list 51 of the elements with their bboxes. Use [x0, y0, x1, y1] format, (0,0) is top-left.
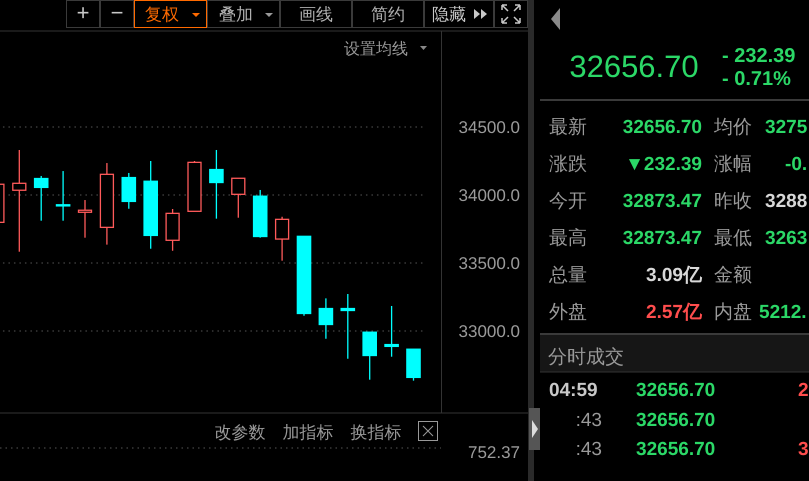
text: 改参数: [214, 423, 266, 442]
text: 2.57亿: [646, 302, 703, 323]
text: +: [76, 0, 90, 25]
text: 换指标: [350, 423, 402, 442]
text: 最高: [549, 227, 587, 249]
text: 32656.70: [636, 380, 716, 401]
text: 3: [798, 439, 809, 460]
text: 3275: [765, 117, 808, 138]
text: - 232.39: [722, 45, 796, 67]
text: 叠加: [219, 5, 253, 24]
text: 32873.47: [622, 191, 702, 212]
text: 复权: [145, 5, 179, 24]
text: 3.09亿: [646, 265, 703, 286]
text: 3263: [765, 228, 808, 249]
text: - 0.71%: [722, 68, 792, 90]
text: -0.: [785, 154, 808, 175]
y-tick-label: 34000.0: [458, 186, 520, 205]
text: 752.37: [468, 443, 520, 462]
text: 均价: [713, 117, 752, 138]
text: 简约: [371, 5, 405, 24]
text: 昨收: [714, 191, 752, 212]
text: 32873.47: [622, 228, 702, 249]
text: 32656.70: [622, 117, 702, 138]
text: 32656.70: [636, 410, 716, 431]
text: 分时成交: [548, 346, 624, 368]
text: 加指标: [282, 423, 334, 442]
text: :43: [576, 439, 602, 460]
text: 今开: [549, 191, 587, 212]
text: 总量: [548, 265, 587, 286]
text: 涨幅: [714, 154, 752, 175]
text: 5212.: [759, 302, 807, 323]
text: 3288: [765, 191, 808, 212]
text: 04:59: [549, 380, 598, 401]
text: 隐藏: [432, 5, 466, 24]
text: 外盘: [549, 302, 587, 323]
text: 最新: [549, 116, 587, 138]
text: 画线: [299, 5, 333, 24]
text: 涨跌: [549, 154, 587, 175]
text: :43: [576, 410, 602, 431]
y-tick-label: 33000.0: [458, 322, 520, 341]
text: 2: [798, 380, 809, 401]
text: −: [110, 0, 124, 25]
text: 32656.70: [569, 49, 699, 84]
text: 最低: [714, 228, 752, 249]
text: 金额: [714, 264, 752, 286]
text: ▼232.39: [625, 154, 702, 175]
annotation: 设置均线: [344, 40, 408, 58]
y-tick-label: 34500.0: [458, 118, 520, 137]
text: 32656.70: [636, 439, 716, 460]
text: 内盘: [714, 302, 752, 323]
y-tick-label: 33500.0: [458, 254, 520, 273]
